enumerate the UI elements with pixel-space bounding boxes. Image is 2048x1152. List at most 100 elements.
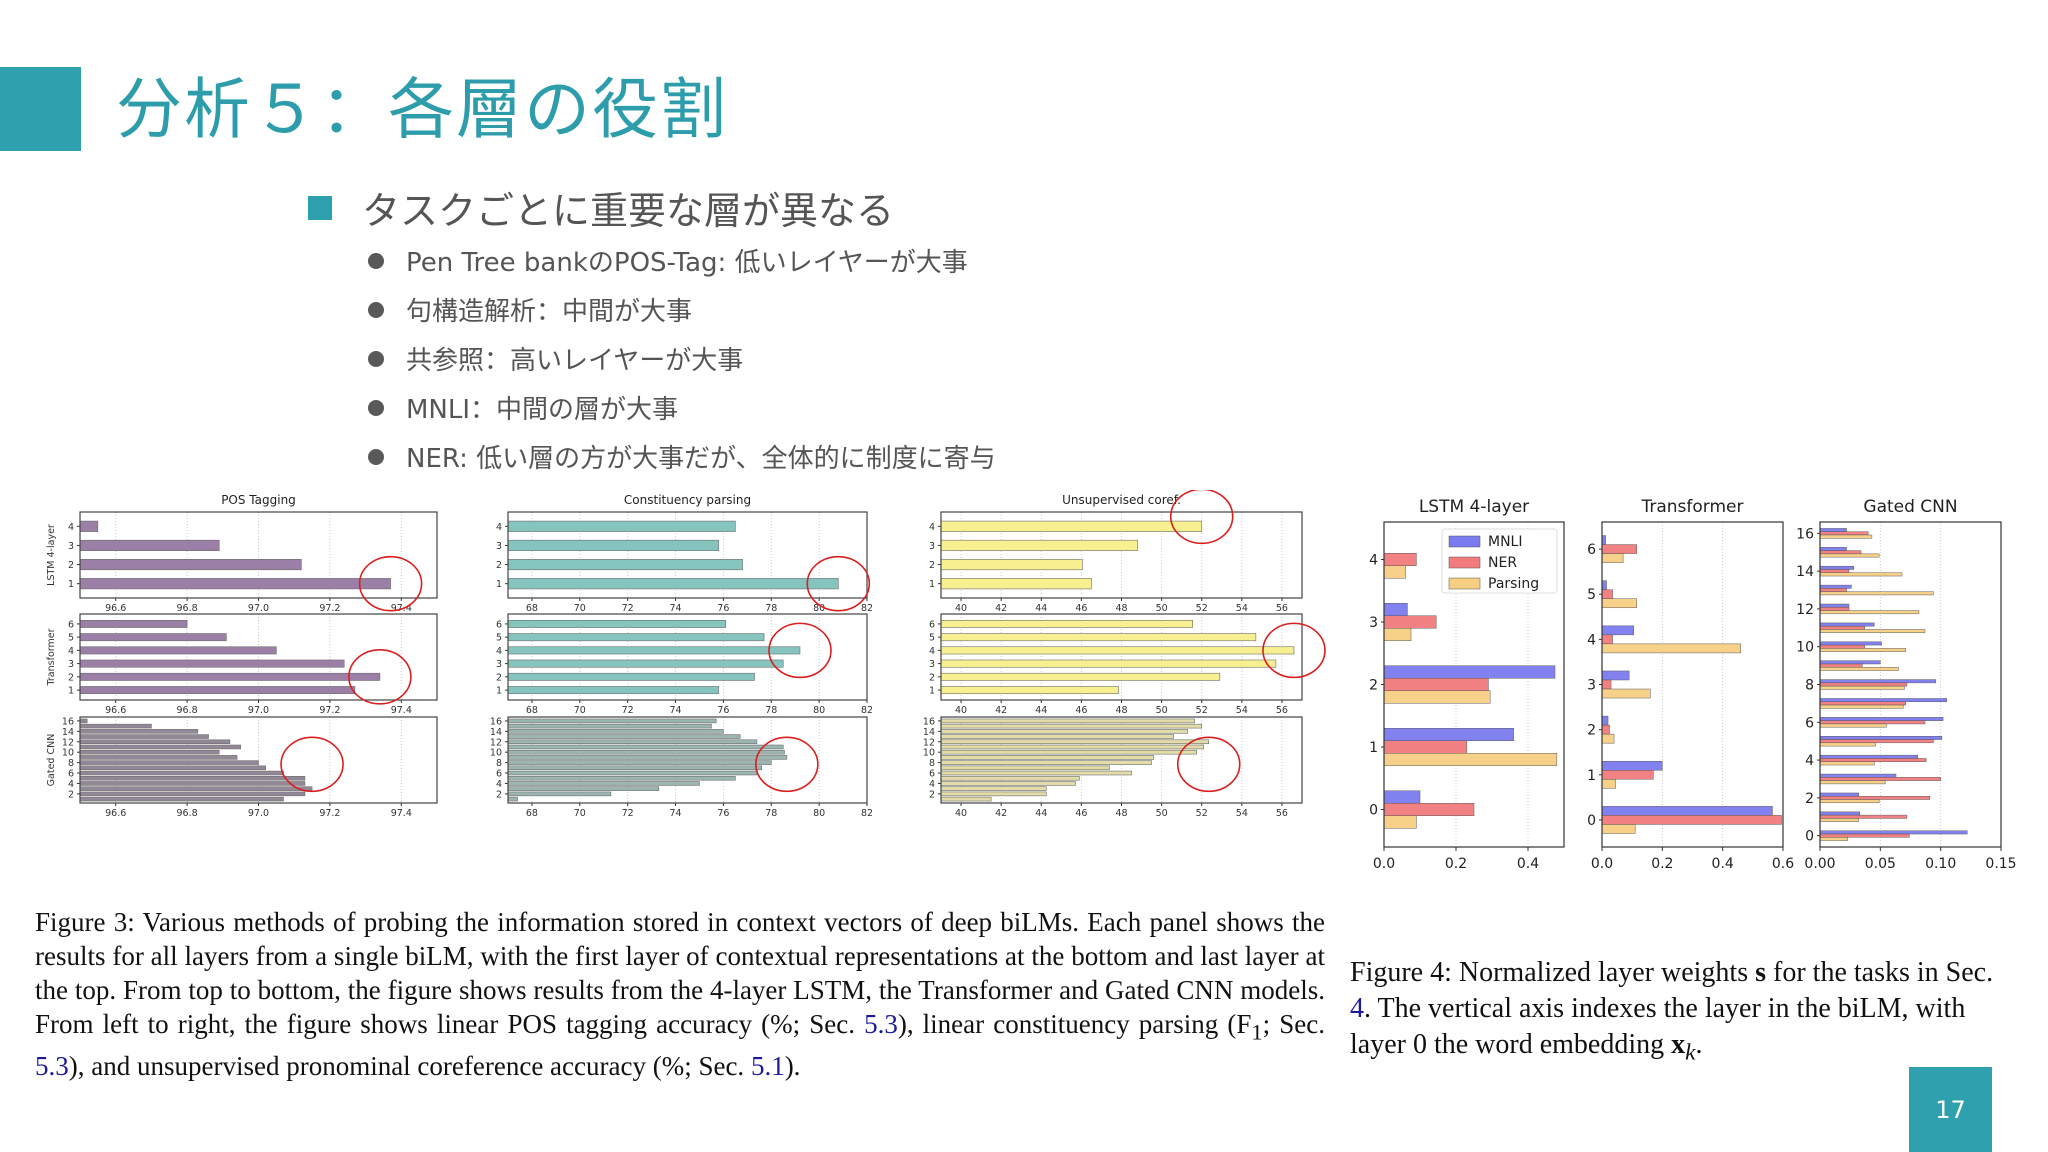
svg-text:72: 72 bbox=[622, 603, 634, 614]
bar bbox=[1819, 758, 1927, 762]
bar bbox=[1601, 824, 1636, 834]
svg-text:80: 80 bbox=[813, 705, 825, 716]
svg-text:2: 2 bbox=[1587, 723, 1596, 739]
highlight-circle bbox=[768, 622, 832, 679]
bar bbox=[79, 646, 277, 655]
svg-text:8: 8 bbox=[929, 758, 935, 769]
svg-text:68: 68 bbox=[526, 705, 538, 716]
bar bbox=[79, 739, 231, 745]
svg-text:5: 5 bbox=[68, 633, 74, 644]
bar bbox=[79, 744, 241, 750]
section-link[interactable]: 5.3 bbox=[864, 1009, 898, 1039]
highlight-circle bbox=[755, 736, 819, 793]
bar bbox=[1601, 544, 1637, 554]
svg-text:44: 44 bbox=[1035, 603, 1047, 614]
bar bbox=[79, 520, 99, 532]
sub-bullet: MNLI：中間の層が大事 bbox=[368, 383, 996, 432]
sub-bullet: 句構造解析：中間が大事 bbox=[368, 285, 996, 334]
bar bbox=[1383, 803, 1475, 816]
svg-text:80: 80 bbox=[813, 603, 825, 614]
svg-text:6: 6 bbox=[1805, 715, 1814, 731]
svg-text:0.0: 0.0 bbox=[1373, 856, 1395, 872]
svg-text:50: 50 bbox=[1156, 808, 1168, 819]
svg-text:12: 12 bbox=[1796, 602, 1814, 618]
bar bbox=[1819, 739, 1934, 744]
highlight-circle bbox=[358, 555, 423, 612]
bar bbox=[1383, 790, 1421, 804]
bar bbox=[1601, 553, 1624, 563]
svg-text:0.15: 0.15 bbox=[1985, 856, 2016, 872]
bar bbox=[79, 659, 345, 668]
svg-text:72: 72 bbox=[622, 705, 634, 716]
section-link[interactable]: 5.1 bbox=[750, 1051, 785, 1082]
highlight-circle bbox=[806, 555, 871, 612]
bar bbox=[940, 739, 1210, 745]
bar bbox=[940, 770, 1132, 776]
svg-text:0.0: 0.0 bbox=[1591, 856, 1613, 872]
svg-text:6: 6 bbox=[1587, 542, 1596, 558]
bar bbox=[1819, 550, 1862, 555]
svg-text:0: 0 bbox=[1369, 803, 1378, 819]
svg-text:74: 74 bbox=[669, 808, 681, 819]
svg-text:0.4: 0.4 bbox=[1517, 856, 1539, 872]
svg-text:96.6: 96.6 bbox=[105, 808, 126, 819]
bar bbox=[1819, 629, 1926, 633]
svg-text:46: 46 bbox=[1075, 705, 1087, 716]
bar bbox=[1819, 795, 1931, 800]
bar bbox=[1601, 806, 1773, 816]
svg-text:16: 16 bbox=[1796, 526, 1814, 542]
bar bbox=[940, 539, 1138, 551]
svg-text:3: 3 bbox=[496, 541, 502, 552]
bar bbox=[1601, 724, 1610, 735]
bar bbox=[1383, 815, 1417, 829]
sub-bullet-text: MNLI：中間の層が大事 bbox=[406, 395, 679, 425]
layer-weight-chart-2: Gated CNN 0 2 4 6 8 10 12 14 16 0.00 0.05 0.10 0.15 bbox=[1796, 497, 2016, 872]
square-bullet-icon bbox=[308, 195, 332, 220]
legend-label: MNLI bbox=[1488, 534, 1522, 550]
svg-text:4: 4 bbox=[496, 779, 502, 790]
svg-text:3: 3 bbox=[68, 541, 74, 552]
svg-text:82: 82 bbox=[861, 808, 873, 819]
bar bbox=[1819, 660, 1881, 665]
svg-text:96.6: 96.6 bbox=[105, 705, 126, 716]
section-link[interactable]: 5.3 bbox=[35, 1051, 69, 1082]
svg-text:0.2: 0.2 bbox=[1445, 856, 1467, 872]
svg-text:96.8: 96.8 bbox=[177, 808, 198, 819]
bar bbox=[1383, 678, 1489, 691]
svg-text:54: 54 bbox=[1236, 808, 1248, 819]
bar bbox=[1819, 761, 1875, 766]
svg-text:68: 68 bbox=[526, 808, 538, 819]
svg-text:78: 78 bbox=[765, 705, 777, 716]
bar bbox=[940, 729, 1188, 734]
chart-title: POS Tagging bbox=[221, 493, 296, 507]
bar bbox=[79, 775, 306, 781]
svg-text:2: 2 bbox=[68, 789, 74, 800]
svg-text:70: 70 bbox=[574, 808, 586, 819]
svg-text:1: 1 bbox=[496, 579, 502, 590]
svg-text:54: 54 bbox=[1236, 705, 1248, 716]
bar bbox=[507, 723, 712, 729]
bar bbox=[79, 791, 306, 797]
highlight-circle bbox=[1262, 622, 1326, 679]
bar bbox=[1819, 717, 1944, 721]
bar bbox=[1819, 837, 1849, 841]
svg-text:12: 12 bbox=[923, 737, 935, 748]
bar bbox=[507, 786, 660, 791]
bar bbox=[940, 633, 1257, 642]
svg-text:4: 4 bbox=[929, 522, 935, 533]
bar bbox=[1819, 648, 1906, 652]
section-link[interactable]: 4 bbox=[1350, 993, 1364, 1024]
bar bbox=[1819, 780, 1886, 785]
sub-bullet-text: 共参照：高いレイヤーが大事 bbox=[406, 346, 744, 376]
bar bbox=[1819, 704, 1904, 709]
svg-text:4: 4 bbox=[68, 522, 74, 533]
svg-text:97.4: 97.4 bbox=[391, 705, 412, 716]
svg-text:12: 12 bbox=[62, 737, 74, 748]
bar bbox=[1819, 547, 1847, 551]
bar bbox=[1383, 740, 1468, 754]
bar bbox=[940, 659, 1277, 668]
bar bbox=[1819, 811, 1861, 816]
bar bbox=[79, 539, 220, 551]
bar bbox=[1601, 770, 1654, 780]
chart-title: Gated CNN bbox=[1863, 497, 1957, 517]
